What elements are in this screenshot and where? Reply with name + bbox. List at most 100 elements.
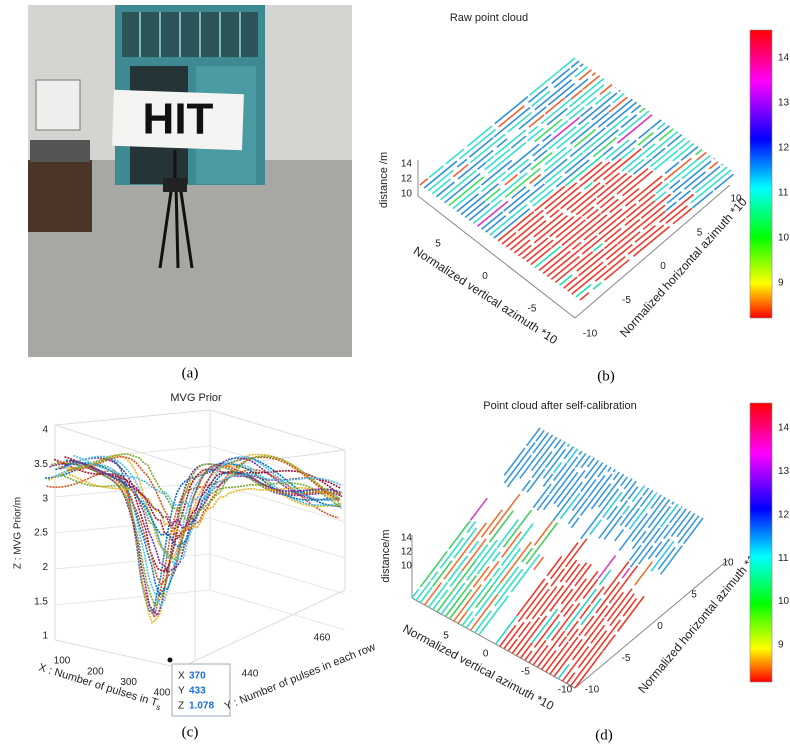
- cloud-stripe: [552, 496, 572, 522]
- cloud-stripe: [638, 107, 646, 114]
- cloud-stripe: [506, 454, 533, 488]
- cloud-stripe: [622, 597, 638, 617]
- cloud-stripe: [600, 619, 621, 646]
- cloud-stripe: [575, 284, 592, 298]
- cloud-stripe: [495, 595, 509, 613]
- cloud-stripe: [566, 620, 579, 636]
- cloud-stripe: [600, 198, 619, 214]
- cloud-stripe: [533, 613, 561, 648]
- cloud-stripe: [571, 241, 582, 251]
- colorbar-tick-label: 13: [778, 98, 790, 109]
- tick-label: -5: [521, 667, 530, 678]
- grid-line: [209, 517, 346, 559]
- cloud-stripe: [590, 483, 612, 510]
- cloud-stripe: [496, 518, 520, 549]
- cloud-stripe: [528, 639, 547, 664]
- cloud-stripe: [553, 120, 569, 133]
- cloud-stripe: [472, 199, 503, 224]
- calibrated-cloud-plot: 10 12 14 5 0 -5 -10 -10 -5 0 5 10 9 10 11 12 13 14: [401, 423, 790, 696]
- cloud-stripe: [476, 200, 509, 227]
- cloud-stripe: [481, 211, 504, 230]
- cloud-stripe: [574, 66, 588, 78]
- cloud-stripe: [508, 183, 546, 214]
- plot-title: Raw point cloud: [450, 12, 528, 24]
- colorbar-tick-label: 12: [778, 143, 790, 154]
- cloud-stripe: [640, 193, 672, 219]
- cloud-stripe: [428, 165, 444, 179]
- cloud-stripe: [594, 91, 612, 105]
- cloud-stripe: [489, 203, 528, 236]
- colorbar-tick-label: 13: [778, 466, 790, 477]
- sign-text: HIT: [143, 95, 214, 144]
- cloud-stripe: [599, 195, 615, 209]
- cloud-stripe: [525, 588, 550, 620]
- datatip-key: Z: [178, 701, 184, 712]
- cloud-stripe: [570, 481, 583, 498]
- cloud-stripe: [654, 538, 671, 558]
- cloud-stripe: [517, 582, 549, 623]
- cloud-stripe: [623, 478, 633, 490]
- cloud-stripe: [502, 509, 533, 548]
- cloud-stripe: [575, 197, 597, 216]
- datatip-key: Y: [178, 686, 185, 697]
- cloud-stripe: [550, 541, 579, 580]
- cloud-stripe: [532, 644, 549, 666]
- caption: (c): [182, 724, 199, 740]
- cloud-stripe: [680, 505, 683, 509]
- cloud-stripe: [598, 500, 629, 539]
- cloud-stripe: [419, 178, 429, 186]
- cloud-stripe: [546, 555, 563, 577]
- cloud-stripe: [591, 129, 619, 153]
- cloud-stripe: [533, 215, 568, 244]
- cloud-stripe: [427, 169, 454, 192]
- cloud-stripe: [586, 457, 595, 468]
- cloud-stripe: [578, 615, 595, 637]
- cloud-stripe: [560, 191, 582, 210]
- cloud-stripe: [493, 107, 531, 138]
- cloud-stripe: [517, 621, 531, 638]
- cloud-stripe: [665, 205, 688, 224]
- cloud-stripe: [411, 588, 420, 599]
- cloud-stripe: [657, 546, 676, 571]
- cloud-stripe: [578, 69, 592, 81]
- cloud-stripe: [533, 520, 554, 546]
- cloud-stripe: [468, 202, 491, 222]
- cloud-stripe: [499, 541, 532, 584]
- cloud-stripe: [466, 539, 498, 581]
- cloud-stripe: [563, 276, 578, 289]
- cloud-stripe: [430, 571, 439, 581]
- cloud-stripe: [570, 60, 580, 69]
- cloud-stripe: [497, 210, 535, 242]
- cloud-stripe: [457, 149, 494, 180]
- cloud-stripe: [444, 172, 481, 204]
- cloud-stripe: [545, 641, 569, 673]
- cloud-stripe: [616, 595, 645, 633]
- cloud-stripe: [609, 187, 640, 214]
- cloud-stripe: [451, 559, 477, 593]
- cloud-stripe: [592, 136, 618, 158]
- cloud-stripe: [519, 162, 532, 174]
- cloud-stripe: [631, 530, 647, 550]
- cloud-stripe: [469, 593, 499, 631]
- cloud-stripe: [574, 452, 587, 468]
- cloud-stripe: [503, 621, 525, 650]
- cloud-stripe: [580, 462, 604, 493]
- cloud-stripe: [618, 110, 650, 137]
- cloud-stripe: [645, 131, 679, 158]
- cloud-stripe: [564, 588, 598, 632]
- cloud-stripe: [719, 169, 732, 180]
- cloud-stripe: [579, 106, 593, 118]
- cloud-stripe: [599, 83, 613, 95]
- cloud-stripe: [472, 565, 490, 588]
- cloud-stripe: [503, 442, 536, 484]
- cloud-stripe: [443, 542, 472, 580]
- cloud-stripe: [500, 523, 534, 567]
- cloud-stripe: [628, 544, 642, 562]
- cloud-stripe: [481, 171, 507, 192]
- grid-line: [54, 589, 211, 606]
- cloud-stripe: [580, 597, 602, 626]
- cloud-stripe: [621, 170, 654, 197]
- cloud-stripe: [543, 148, 573, 173]
- grid-line: [209, 409, 346, 451]
